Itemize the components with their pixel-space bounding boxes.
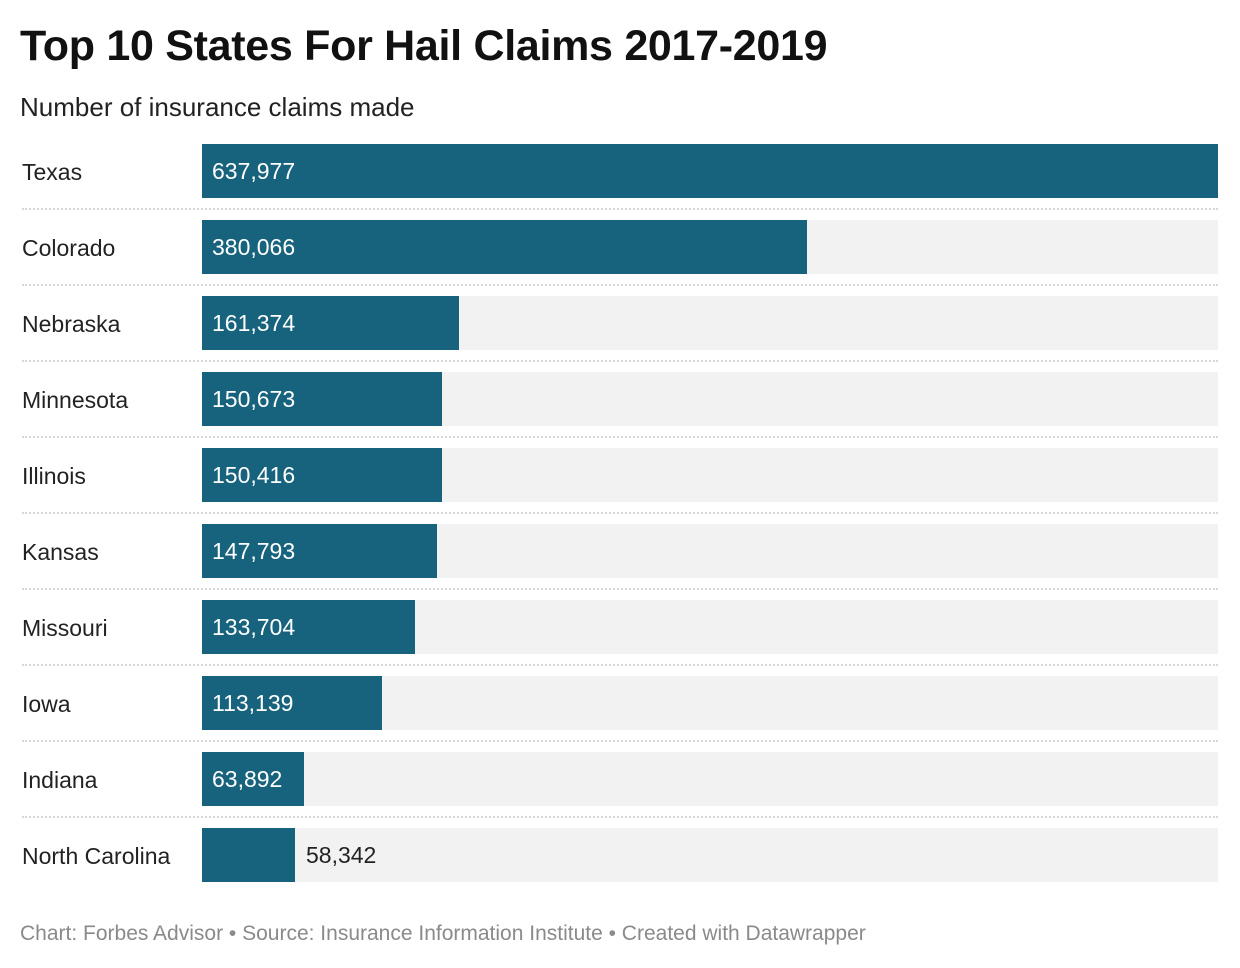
value-label: 150,416 (212, 462, 296, 488)
value-label: 58,342 (306, 842, 377, 868)
category-label: Indiana (22, 767, 98, 793)
bar (202, 752, 304, 806)
category-label: Texas (22, 159, 83, 185)
bar (202, 676, 382, 730)
bar (202, 220, 807, 274)
bar-track: 150,673 (202, 372, 1218, 426)
bar-track: 63,892 (202, 752, 1218, 806)
chart-title: Top 10 States For Hail Claims 2017-2019 (20, 22, 828, 70)
category-label: Nebraska (22, 311, 121, 337)
bar (202, 144, 1218, 198)
bar-track: 380,066 (202, 220, 1218, 274)
bar (202, 448, 442, 502)
row-divider (22, 512, 1218, 514)
row-divider (22, 208, 1218, 210)
category-label: Iowa (22, 691, 71, 717)
bar-track: 147,793 (202, 524, 1218, 578)
bar-track: 113,139 (202, 676, 1218, 730)
value-label: 380,066 (212, 234, 296, 260)
category-label: Missouri (22, 615, 108, 641)
bar-track: 637,977 (202, 144, 1218, 198)
row-divider (22, 740, 1218, 742)
bar (202, 600, 415, 654)
bar-track: 133,704 (202, 600, 1218, 654)
bar-track: 161,374 (202, 296, 1218, 350)
row-divider (22, 816, 1218, 818)
value-label: 147,793 (212, 538, 296, 564)
row-divider (22, 588, 1218, 590)
row-divider (22, 284, 1218, 286)
value-label: 113,139 (212, 690, 294, 716)
row-divider (22, 436, 1218, 438)
chart-footer-credit: Chart: Forbes Advisor • Source: Insuranc… (20, 922, 866, 945)
value-label: 161,374 (212, 310, 296, 336)
category-label: Minnesota (22, 387, 129, 413)
category-label: Colorado (22, 235, 116, 261)
bar (202, 524, 437, 578)
bar (202, 828, 295, 882)
bar-track: 150,416 (202, 448, 1218, 502)
value-label: 637,977 (212, 158, 296, 184)
bar (202, 296, 459, 350)
bar (202, 372, 442, 426)
category-label: North Carolina (22, 843, 171, 869)
category-label: Kansas (22, 539, 99, 565)
value-label: 133,704 (212, 614, 296, 640)
chart-subtitle: Number of insurance claims made (20, 92, 415, 122)
value-label: 63,892 (212, 766, 283, 792)
category-label: Illinois (22, 463, 86, 489)
row-divider (22, 664, 1218, 666)
value-label: 150,673 (212, 386, 296, 412)
row-divider (22, 360, 1218, 362)
bar-track: 58,342 (202, 828, 1218, 882)
